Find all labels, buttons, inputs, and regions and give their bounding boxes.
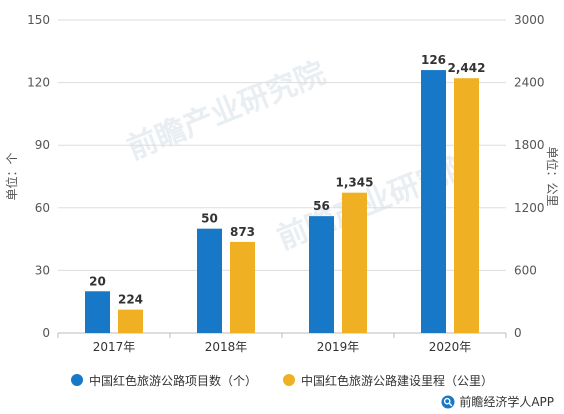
y-tick-left: 0 xyxy=(42,326,50,340)
data-label-mileage: 224 xyxy=(118,293,143,307)
data-label-mileage: 1,345 xyxy=(336,176,374,190)
y-tick-right: 1200 xyxy=(514,201,545,215)
y-axis-title-left: 单位：个 xyxy=(4,152,19,200)
y-tick-left: 60 xyxy=(35,201,50,215)
source-text: 前瞻经济学人APP xyxy=(459,395,554,409)
watermark-2: 前瞻产业研究院 xyxy=(273,146,481,257)
watermark: 前瞻产业研究院 xyxy=(123,56,331,167)
x-tick-label: 2017年 xyxy=(93,340,136,354)
y-tick-left: 150 xyxy=(27,13,50,27)
bar-mileage xyxy=(342,192,367,333)
bar-mileage xyxy=(118,309,143,333)
bar-projects xyxy=(85,291,110,333)
data-label-projects: 126 xyxy=(421,53,446,67)
search-icon xyxy=(441,395,455,408)
data-label-mileage: 873 xyxy=(230,225,255,239)
data-label-projects: 56 xyxy=(313,199,330,213)
bar-projects xyxy=(309,216,334,333)
y-tick-right: 0 xyxy=(514,326,522,340)
x-tick-label: 2018年 xyxy=(205,340,248,354)
y-tick-right: 600 xyxy=(514,263,537,277)
bar-mileage xyxy=(454,78,479,333)
bar-mileage xyxy=(230,241,255,333)
data-label-projects: 20 xyxy=(89,274,106,288)
y-tick-left: 90 xyxy=(35,138,50,152)
data-label-projects: 50 xyxy=(201,212,218,226)
data-label-mileage: 2,442 xyxy=(448,61,486,75)
source-credit: 前瞻经济学人APP xyxy=(441,393,554,410)
bar-projects xyxy=(197,228,222,333)
x-tick-label: 2020年 xyxy=(429,340,472,354)
legend-label-projects: 中国红色旅游公路项目数（个） xyxy=(88,373,257,388)
bar-projects xyxy=(421,70,446,333)
y-tick-left: 120 xyxy=(27,76,50,90)
legend-item-projects: 中国红色旅游公路项目数（个） xyxy=(70,372,257,389)
legend-swatch-projects xyxy=(70,374,83,386)
y-tick-right: 1800 xyxy=(514,138,545,152)
legend-item-mileage: 中国红色旅游公路建设里程（公里） xyxy=(283,372,493,389)
y-tick-right: 2400 xyxy=(514,76,545,90)
legend-label-mileage: 中国红色旅游公路建设里程（公里） xyxy=(301,373,494,388)
y-axis-title-right: 单位：公里 xyxy=(545,146,560,206)
y-tick-left: 30 xyxy=(35,263,50,277)
legend: 中国红色旅游公路项目数（个） 中国红色旅游公路建设里程（公里） xyxy=(0,370,564,390)
x-tick-label: 2019年 xyxy=(317,340,360,354)
legend-swatch-mileage xyxy=(283,374,295,386)
y-tick-right: 3000 xyxy=(514,13,545,27)
